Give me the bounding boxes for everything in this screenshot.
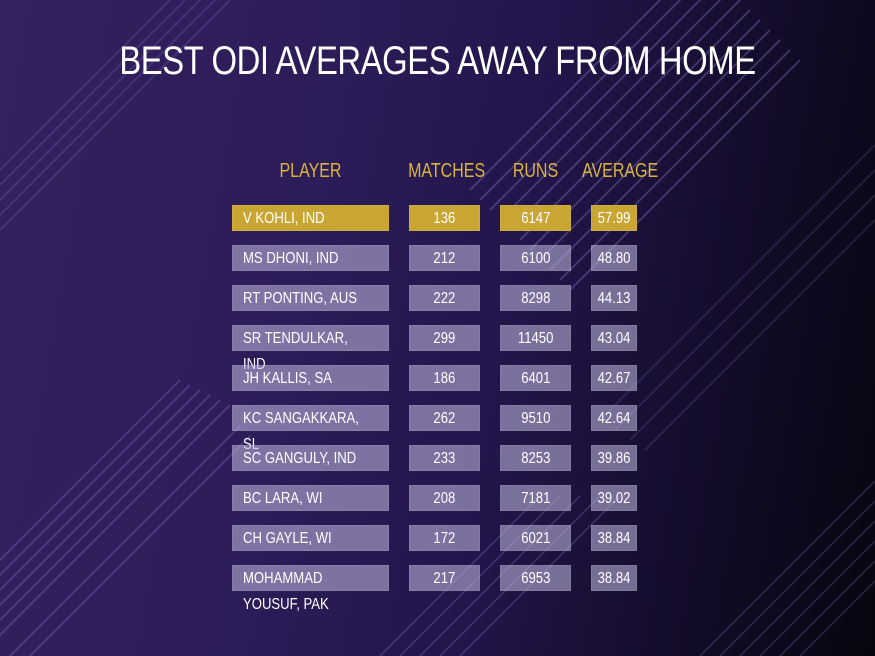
cell-player: V KOHLI, IND [232, 205, 389, 231]
cell-average-text: 38.84 [597, 530, 631, 547]
cell-player-text: CH GAYLE, WI [243, 530, 332, 547]
cell-runs: 8253 [500, 445, 571, 471]
cell-average-text: 43.04 [597, 330, 631, 347]
column-header-runs: RUNS [512, 160, 559, 182]
table-row: SC GANGULY, IND 233 8253 39.86 [0, 445, 875, 471]
cell-matches-text: 217 [433, 570, 456, 587]
cell-average: 44.13 [591, 285, 637, 311]
table-row: RT PONTING, AUS 222 8298 44.13 [0, 285, 875, 311]
cell-player: SR TENDULKAR, IND [232, 325, 389, 373]
cell-average-text: 38.84 [597, 570, 631, 587]
column-header-matches: MATCHES [408, 160, 486, 182]
cell-average-text: 42.64 [597, 410, 631, 427]
cell-matches: 299 [409, 325, 480, 351]
cell-average-text: 39.02 [597, 490, 631, 507]
cell-player: SC GANGULY, IND [232, 445, 389, 471]
cell-matches: 186 [409, 365, 480, 391]
cell-matches: 212 [409, 245, 480, 271]
cell-player: CH GAYLE, WI [232, 525, 389, 551]
table-row: JH KALLIS, SA 186 6401 42.67 [0, 365, 875, 391]
cell-average: 38.84 [591, 525, 637, 551]
chart-title: BEST ODI AVERAGES AWAY FROM HOME [119, 39, 756, 83]
cell-runs-text: 7181 [520, 490, 551, 507]
cell-matches-text: 186 [433, 370, 456, 387]
cell-runs: 6021 [500, 525, 571, 551]
cell-player-text: MOHAMMAD YOUSUF, PAK [243, 570, 329, 613]
cell-runs-text: 6100 [520, 250, 551, 267]
cell-player-text: V KOHLI, IND [243, 210, 325, 227]
table-row: SR TENDULKAR, IND 299 11450 43.04 [0, 325, 875, 373]
cell-runs: 6953 [500, 565, 571, 591]
cell-runs: 7181 [500, 485, 571, 511]
table-row: MOHAMMAD YOUSUF, PAK 217 6953 38.84 [0, 565, 875, 613]
cell-matches-text: 222 [433, 290, 456, 307]
cell-average: 57.99 [591, 205, 637, 231]
table-row: KC SANGAKKARA, SL 262 9510 42.64 [0, 405, 875, 453]
cell-matches-text: 299 [433, 330, 456, 347]
cell-player: RT PONTING, AUS [232, 285, 389, 311]
cell-matches: 172 [409, 525, 480, 551]
cell-runs-text: 9510 [520, 410, 551, 427]
table-row: CH GAYLE, WI 172 6021 38.84 [0, 525, 875, 551]
cell-average-text: 57.99 [597, 210, 631, 227]
cell-matches-text: 136 [433, 210, 456, 227]
cell-player-text: BC LARA, WI [243, 490, 323, 507]
cell-average-text: 39.86 [597, 450, 631, 467]
table-row: V KOHLI, IND 136 6147 57.99 [0, 205, 875, 231]
cell-average: 39.02 [591, 485, 637, 511]
cell-average: 39.86 [591, 445, 637, 471]
cell-runs: 6100 [500, 245, 571, 271]
cell-matches-text: 233 [433, 450, 456, 467]
cell-matches: 136 [409, 205, 480, 231]
column-header-average: AVERAGE [582, 160, 659, 182]
cell-average: 38.84 [591, 565, 637, 591]
cell-matches-text: 262 [433, 410, 456, 427]
cell-matches: 233 [409, 445, 480, 471]
table-row: BC LARA, WI 208 7181 39.02 [0, 485, 875, 511]
cell-average: 42.67 [591, 365, 637, 391]
cell-runs-text: 8253 [520, 450, 551, 467]
cell-player-text: MS DHONI, IND [243, 250, 339, 267]
cell-player-text: RT PONTING, AUS [243, 290, 357, 307]
cell-average-text: 48.80 [597, 250, 631, 267]
cell-player: MS DHONI, IND [232, 245, 389, 271]
cell-matches: 217 [409, 565, 480, 591]
cell-player-text: SC GANGULY, IND [243, 450, 357, 467]
cell-average: 42.64 [591, 405, 637, 431]
cell-player: MOHAMMAD YOUSUF, PAK [232, 565, 389, 613]
cell-runs: 9510 [500, 405, 571, 431]
cell-matches-text: 208 [433, 490, 456, 507]
cell-player: KC SANGAKKARA, SL [232, 405, 389, 453]
cell-runs: 8298 [500, 285, 571, 311]
cell-matches: 262 [409, 405, 480, 431]
cell-matches-text: 212 [433, 250, 456, 267]
cell-average: 48.80 [591, 245, 637, 271]
cell-runs: 6147 [500, 205, 571, 231]
cell-matches-text: 172 [433, 530, 456, 547]
cell-matches: 222 [409, 285, 480, 311]
cell-runs-text: 6401 [520, 370, 551, 387]
cell-runs-text: 6953 [520, 570, 551, 587]
cell-runs: 11450 [500, 325, 571, 351]
cell-player: BC LARA, WI [232, 485, 389, 511]
cell-average-text: 44.13 [597, 290, 631, 307]
column-header-player: PLAYER [279, 160, 342, 182]
cell-runs-text: 6021 [520, 530, 551, 547]
cell-player: JH KALLIS, SA [232, 365, 389, 391]
cell-runs: 6401 [500, 365, 571, 391]
cell-average: 43.04 [591, 325, 637, 351]
cell-runs-text: 8298 [520, 290, 551, 307]
cell-runs-text: 6147 [520, 210, 551, 227]
cell-runs-text: 11450 [517, 330, 554, 347]
cell-matches: 208 [409, 485, 480, 511]
cell-player-text: JH KALLIS, SA [243, 370, 332, 387]
table-row: MS DHONI, IND 212 6100 48.80 [0, 245, 875, 271]
cell-average-text: 42.67 [597, 370, 631, 387]
